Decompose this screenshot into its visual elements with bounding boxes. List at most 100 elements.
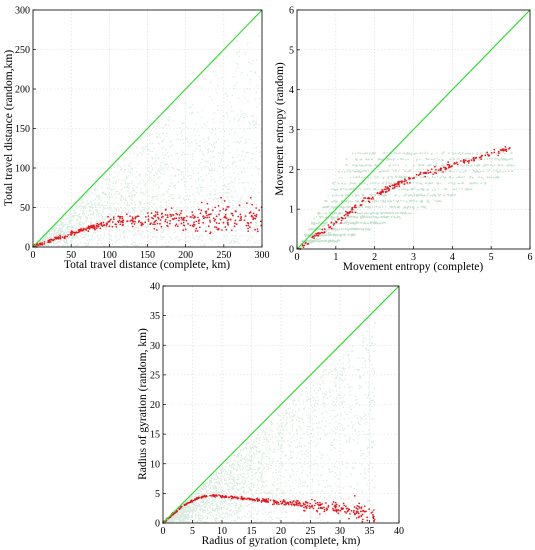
scatter-point bbox=[358, 357, 360, 360]
scatter-point bbox=[150, 179, 152, 182]
scatter-point bbox=[185, 236, 187, 238]
scatter-point bbox=[409, 153, 411, 156]
scatter-point bbox=[155, 236, 157, 239]
trend-point bbox=[473, 159, 475, 162]
scatter-point bbox=[251, 478, 253, 480]
scatter-point bbox=[205, 124, 207, 127]
scatter-point bbox=[219, 176, 222, 178]
scatter-point bbox=[129, 172, 132, 174]
scatter-point bbox=[319, 216, 322, 218]
scatter-point bbox=[258, 103, 261, 105]
trend-point bbox=[142, 223, 144, 226]
scatter-point bbox=[179, 229, 181, 232]
scatter-point bbox=[156, 132, 158, 135]
scatter-point bbox=[137, 163, 139, 166]
scatter-point bbox=[164, 154, 167, 156]
scatter-point bbox=[73, 218, 75, 220]
scatter-point bbox=[63, 234, 65, 236]
scatter-point bbox=[349, 176, 352, 179]
trend-point bbox=[222, 208, 225, 210]
scatter-point bbox=[78, 213, 81, 216]
scatter-point bbox=[142, 150, 145, 152]
scatter-point bbox=[117, 208, 120, 210]
scatter-point bbox=[124, 226, 126, 228]
scatter-point bbox=[204, 243, 206, 246]
scatter-point bbox=[235, 82, 238, 84]
scatter-point bbox=[439, 177, 441, 179]
scatter-point bbox=[139, 138, 141, 140]
scatter-point bbox=[233, 239, 235, 242]
trend-point bbox=[189, 216, 192, 218]
scatter-point bbox=[194, 135, 197, 137]
scatter-point bbox=[221, 155, 223, 157]
scatter-point bbox=[154, 217, 157, 219]
scatter-point bbox=[348, 215, 351, 218]
scatter-point bbox=[143, 206, 145, 209]
scatter-point bbox=[191, 234, 194, 236]
scatter-point bbox=[108, 208, 110, 210]
scatter-point bbox=[128, 182, 131, 185]
scatter-point bbox=[431, 176, 434, 179]
trend-point bbox=[406, 181, 409, 184]
scatter-point bbox=[100, 234, 102, 237]
trend-point bbox=[224, 215, 226, 218]
scatter-point bbox=[334, 240, 336, 243]
trend-point bbox=[319, 232, 322, 234]
scatter-point bbox=[141, 135, 143, 138]
scatter-point bbox=[249, 483, 252, 485]
scatter-point bbox=[315, 227, 317, 229]
scatter-point bbox=[229, 182, 232, 184]
trend-point bbox=[340, 219, 343, 222]
trend-point bbox=[240, 219, 243, 221]
scatter-point bbox=[355, 221, 358, 223]
scatter-point bbox=[113, 185, 115, 187]
scatter-point bbox=[363, 176, 365, 178]
scatter-point bbox=[141, 236, 144, 238]
scatter-point bbox=[130, 191, 132, 194]
trend-point bbox=[170, 207, 173, 209]
trend-point bbox=[196, 230, 199, 232]
scatter-point bbox=[183, 184, 186, 186]
scatter-point bbox=[65, 243, 67, 245]
scatter-point bbox=[373, 222, 375, 224]
scatter-point bbox=[206, 194, 208, 196]
scatter-point bbox=[132, 241, 134, 244]
trend-point bbox=[505, 148, 508, 151]
scatter-point bbox=[250, 187, 252, 190]
scatter-point bbox=[151, 168, 154, 171]
scatter-point bbox=[118, 238, 120, 241]
scatter-point bbox=[300, 458, 302, 461]
scatter-point bbox=[365, 169, 367, 172]
scatter-point bbox=[232, 163, 234, 166]
scatter-point bbox=[208, 168, 211, 171]
scatter-point bbox=[463, 164, 465, 167]
scatter-point bbox=[217, 225, 220, 227]
trend-point bbox=[105, 222, 108, 225]
scatter-point bbox=[373, 193, 376, 196]
scatter-point bbox=[236, 53, 238, 55]
trend-point bbox=[156, 211, 159, 214]
scatter-point bbox=[144, 235, 146, 238]
scatter-point bbox=[152, 180, 155, 182]
scatter-point bbox=[58, 241, 60, 243]
scatter-point bbox=[454, 152, 457, 154]
trend-point bbox=[154, 211, 157, 213]
trend-point bbox=[379, 193, 382, 196]
scatter-point bbox=[186, 127, 189, 129]
scatter-point bbox=[165, 200, 167, 203]
scatter-point bbox=[330, 233, 333, 236]
scatter-point bbox=[298, 408, 300, 410]
scatter-point bbox=[162, 161, 164, 163]
trend-point bbox=[207, 208, 210, 210]
scatter-point bbox=[485, 182, 487, 184]
scatter-point bbox=[140, 214, 143, 216]
scatter-point bbox=[173, 193, 175, 196]
scatter-point bbox=[413, 187, 416, 189]
trend-point bbox=[132, 218, 134, 220]
scatter-point bbox=[396, 187, 399, 190]
y-tick-label: 4 bbox=[289, 85, 294, 96]
scatter-point bbox=[61, 239, 63, 241]
scatter-point bbox=[56, 232, 58, 234]
scatter-point bbox=[253, 227, 256, 230]
scatter-point bbox=[162, 169, 165, 172]
